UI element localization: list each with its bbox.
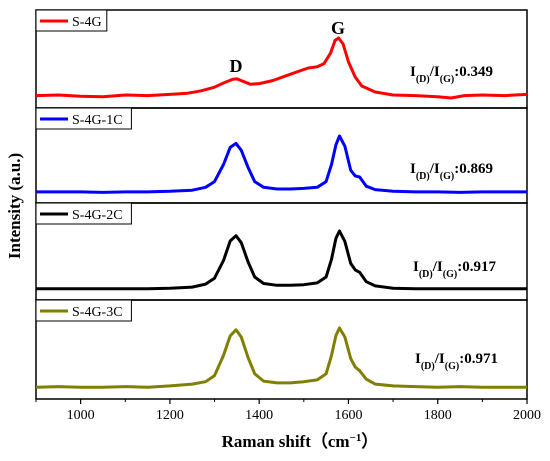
series-line-s-4g bbox=[35, 36, 528, 100]
panel-s-4g-3c: S-4G-3CI(D)/I(G):0.971 bbox=[35, 299, 528, 400]
panel-s-4g-2c: S-4G-2CI(D)/I(G):0.917 bbox=[35, 202, 528, 301]
x-tick-label: 1000 bbox=[67, 408, 95, 423]
legend-label: S-4G bbox=[72, 15, 102, 30]
x-axis: 1000 1200 1400 1600 1800 2000 bbox=[35, 399, 541, 423]
ratio-part: I bbox=[413, 259, 419, 275]
x-axis-label-superscript: −1 bbox=[350, 432, 362, 444]
x-tick-label: 2000 bbox=[513, 408, 541, 423]
x-axis-label-main: Raman shift（cm bbox=[222, 431, 350, 451]
ratio-part: (G) bbox=[440, 171, 454, 182]
x-tick-label: 1600 bbox=[334, 408, 362, 423]
ratio-part: :0.917 bbox=[457, 259, 496, 275]
ratio-part: :0.869 bbox=[454, 161, 493, 177]
ratio-part: I bbox=[439, 351, 445, 367]
x-tick-label: 1400 bbox=[245, 408, 273, 423]
panel-frame bbox=[35, 9, 528, 109]
legend-box bbox=[35, 9, 108, 32]
legend-label: S-4G-1C bbox=[72, 113, 123, 128]
ratio-part: / bbox=[432, 259, 438, 275]
legend-label: S-4G-3C bbox=[72, 305, 123, 320]
x-tick-label: 1200 bbox=[156, 408, 184, 423]
panel-frame bbox=[35, 299, 528, 400]
ratio-part: I bbox=[415, 351, 421, 367]
peak-label-d: D bbox=[230, 56, 243, 76]
ratio-annotation: I(D)/I(G):0.917 bbox=[413, 259, 496, 280]
ratio-part: :0.349 bbox=[454, 64, 493, 80]
legend-box bbox=[35, 107, 132, 130]
panel-s-4g-1c: S-4G-1CI(D)/I(G):0.869 bbox=[35, 107, 528, 204]
ratio-annotation: I(D)/I(G):0.869 bbox=[410, 161, 493, 182]
legend-box bbox=[35, 202, 132, 225]
ratio-part: / bbox=[429, 64, 435, 80]
ratio-part: I bbox=[410, 64, 416, 80]
series-line-s-4g-2c bbox=[36, 229, 527, 291]
legend-label: S-4G-2C bbox=[72, 208, 123, 223]
legend-entry: S-4G-3C bbox=[35, 299, 132, 322]
panel-s-4g: S-4GI(D)/I(G):0.349 bbox=[35, 9, 528, 109]
x-tick-label: 1800 bbox=[424, 408, 452, 423]
ratio-part: (D) bbox=[416, 74, 430, 85]
ratio-part: (G) bbox=[440, 74, 454, 85]
ratio-part: (D) bbox=[421, 361, 435, 372]
legend-box bbox=[35, 299, 132, 322]
ratio-part: (G) bbox=[445, 361, 459, 372]
legend-entry: S-4G-2C bbox=[35, 202, 132, 225]
ratio-part: I bbox=[410, 161, 416, 177]
legend-entry: S-4G-1C bbox=[35, 107, 132, 130]
series-line-s-4g-1c bbox=[36, 134, 527, 194]
ratio-part: (G) bbox=[443, 269, 457, 280]
ratio-annotation: I(D)/I(G):0.971 bbox=[415, 351, 498, 372]
y-axis-label: Intensity (a.u.) bbox=[5, 153, 24, 259]
ratio-part: I bbox=[437, 259, 443, 275]
ratio-part: :0.971 bbox=[459, 351, 498, 367]
ratio-part: / bbox=[429, 161, 435, 177]
ratio-part: (D) bbox=[416, 171, 430, 182]
ratio-part: I bbox=[434, 64, 440, 80]
series-line-s-4g-3c bbox=[35, 326, 527, 389]
x-axis-label: Raman shift（cm−1） bbox=[222, 431, 379, 451]
ratio-part: I bbox=[434, 161, 440, 177]
ratio-part: / bbox=[434, 351, 440, 367]
ratio-part: (D) bbox=[419, 269, 433, 280]
legend-entry: S-4G bbox=[35, 9, 108, 32]
peak-label-g: G bbox=[331, 18, 345, 38]
x-axis-label-close: ） bbox=[361, 431, 378, 451]
ratio-annotation: I(D)/I(G):0.349 bbox=[410, 64, 493, 85]
chart-panels: S-4GI(D)/I(G):0.349S-4G-1CI(D)/I(G):0.86… bbox=[35, 9, 528, 400]
